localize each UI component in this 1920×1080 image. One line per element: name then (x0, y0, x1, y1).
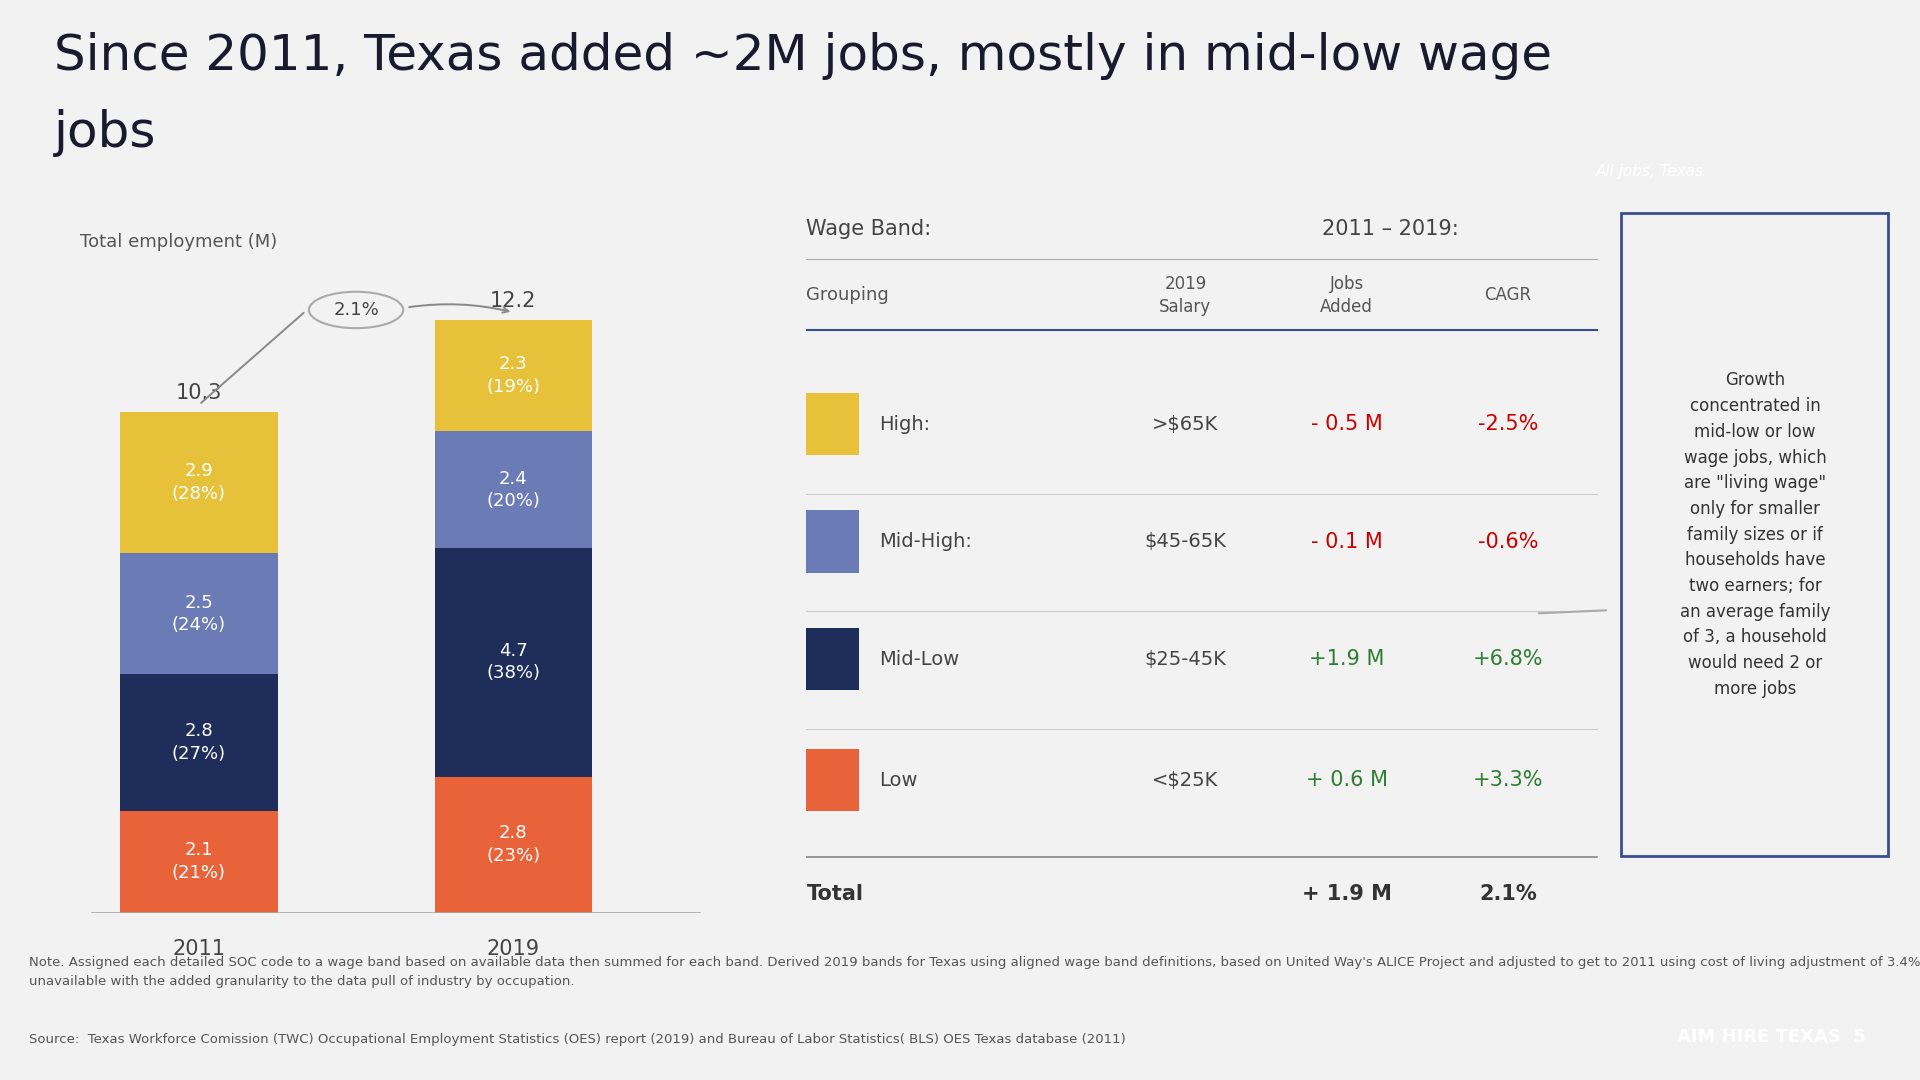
Bar (121, 674, 278, 810)
Text: <$25K: <$25K (1152, 771, 1219, 789)
Ellipse shape (309, 292, 403, 328)
Text: 2.1
(21%): 2.1 (21%) (173, 841, 227, 881)
Text: 2.5
(24%): 2.5 (24%) (173, 594, 227, 634)
Text: -2.5%: -2.5% (1478, 414, 1538, 434)
Text: Wage Band:: Wage Band: (806, 219, 931, 240)
FancyBboxPatch shape (806, 750, 858, 811)
Text: 2.1%: 2.1% (334, 301, 378, 319)
Bar (121, 553, 278, 674)
Text: 2.8
(23%): 2.8 (23%) (486, 824, 540, 865)
Text: Mid-High:: Mid-High: (879, 532, 972, 551)
FancyBboxPatch shape (806, 627, 858, 690)
Bar (434, 431, 591, 548)
Text: + 1.9 M: + 1.9 M (1302, 885, 1392, 904)
FancyBboxPatch shape (1620, 213, 1889, 856)
Text: 2019: 2019 (486, 940, 540, 959)
Text: 12.2: 12.2 (490, 291, 536, 311)
Text: -0.6%: -0.6% (1478, 531, 1538, 552)
Text: >$65K: >$65K (1152, 415, 1219, 433)
Bar (434, 320, 591, 431)
Text: Jobs
Added: Jobs Added (1321, 275, 1373, 315)
Text: High:: High: (879, 415, 929, 433)
Text: 2.9
(28%): 2.9 (28%) (173, 462, 227, 502)
Text: AIM HIRE TEXAS  5: AIM HIRE TEXAS 5 (1676, 1028, 1866, 1045)
Bar (434, 548, 591, 777)
Text: Low: Low (879, 771, 918, 789)
Text: 2.4
(20%): 2.4 (20%) (486, 470, 540, 510)
Text: 2.8
(27%): 2.8 (27%) (173, 723, 227, 762)
Text: 10.3: 10.3 (177, 383, 223, 403)
Text: - 0.5 M: - 0.5 M (1311, 414, 1382, 434)
Text: $45-65K: $45-65K (1144, 532, 1227, 551)
Text: +6.8%: +6.8% (1473, 649, 1544, 669)
Bar (121, 411, 278, 553)
FancyBboxPatch shape (806, 393, 858, 455)
Text: Total employment (M): Total employment (M) (79, 233, 276, 251)
Text: 4.7
(38%): 4.7 (38%) (486, 643, 540, 683)
Text: Mid-Low: Mid-Low (879, 649, 960, 669)
Text: 2019
Salary: 2019 Salary (1160, 275, 1212, 315)
Text: Source:  Texas Workforce Comission (TWC) Occupational Employment Statistics (OES: Source: Texas Workforce Comission (TWC) … (29, 1032, 1125, 1045)
Bar (434, 777, 591, 913)
Text: 2.3
(19%): 2.3 (19%) (486, 355, 540, 395)
Text: All jobs, Texas: All jobs, Texas (1596, 164, 1705, 179)
Text: - 0.1 M: - 0.1 M (1311, 531, 1382, 552)
Text: + 0.6 M: + 0.6 M (1306, 770, 1388, 791)
Text: +1.9 M: +1.9 M (1309, 649, 1384, 669)
Text: Growth
concentrated in
mid-low or low
wage jobs, which
are "living wage"
only fo: Growth concentrated in mid-low or low wa… (1680, 372, 1830, 698)
Text: Since 2011, Texas added ~2M jobs, mostly in mid-low wage: Since 2011, Texas added ~2M jobs, mostly… (54, 32, 1551, 80)
FancyBboxPatch shape (806, 510, 858, 572)
Text: Total: Total (806, 885, 864, 904)
Text: $25-45K: $25-45K (1144, 649, 1227, 669)
Text: Grouping: Grouping (806, 286, 889, 305)
Text: jobs: jobs (54, 109, 156, 158)
Text: 2011 – 2019:: 2011 – 2019: (1323, 219, 1459, 240)
Text: Note. Assigned each detailed SOC code to a wage band based on available data the: Note. Assigned each detailed SOC code to… (29, 956, 1920, 988)
Text: CAGR: CAGR (1484, 286, 1532, 305)
Text: 2.1%: 2.1% (1478, 885, 1536, 904)
Text: +3.3%: +3.3% (1473, 770, 1544, 791)
Bar (121, 810, 278, 913)
Text: 2011: 2011 (173, 940, 225, 959)
